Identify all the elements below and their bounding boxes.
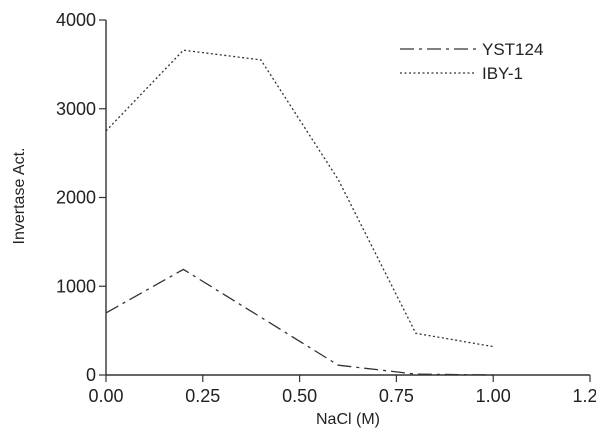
y-tick-label: 3000 [56,99,96,119]
series-layer [105,49,494,376]
y-tick-label: 1000 [56,276,96,296]
x-tick-label: 1.00 [476,386,511,406]
legend-label: IBY-1 [482,64,523,83]
y-tick-label: 4000 [56,10,96,30]
series-line-yst124 [105,268,494,376]
x-tick-label: 0.50 [282,386,317,406]
legend: YST124 IBY-1 [400,40,543,83]
x-tick-label: 0.00 [88,386,123,406]
x-axis-title: NaCl (M) [316,411,380,428]
x-axis-ticks: 0.00 0.25 0.50 0.75 1.00 1.25 [88,375,596,406]
x-tick-label: 0.75 [379,386,414,406]
legend-label: YST124 [482,40,543,59]
y-tick-label: 0 [86,365,96,385]
y-tick-label: 2000 [56,188,96,208]
series-line-iby-1 [105,49,494,348]
y-axis-title: Invertase Act. [11,148,28,245]
y-axis-ticks: 0 1000 2000 3000 4000 [56,10,106,385]
x-tick-label: 0.25 [185,386,220,406]
x-tick-label: 1.25 [572,386,596,406]
